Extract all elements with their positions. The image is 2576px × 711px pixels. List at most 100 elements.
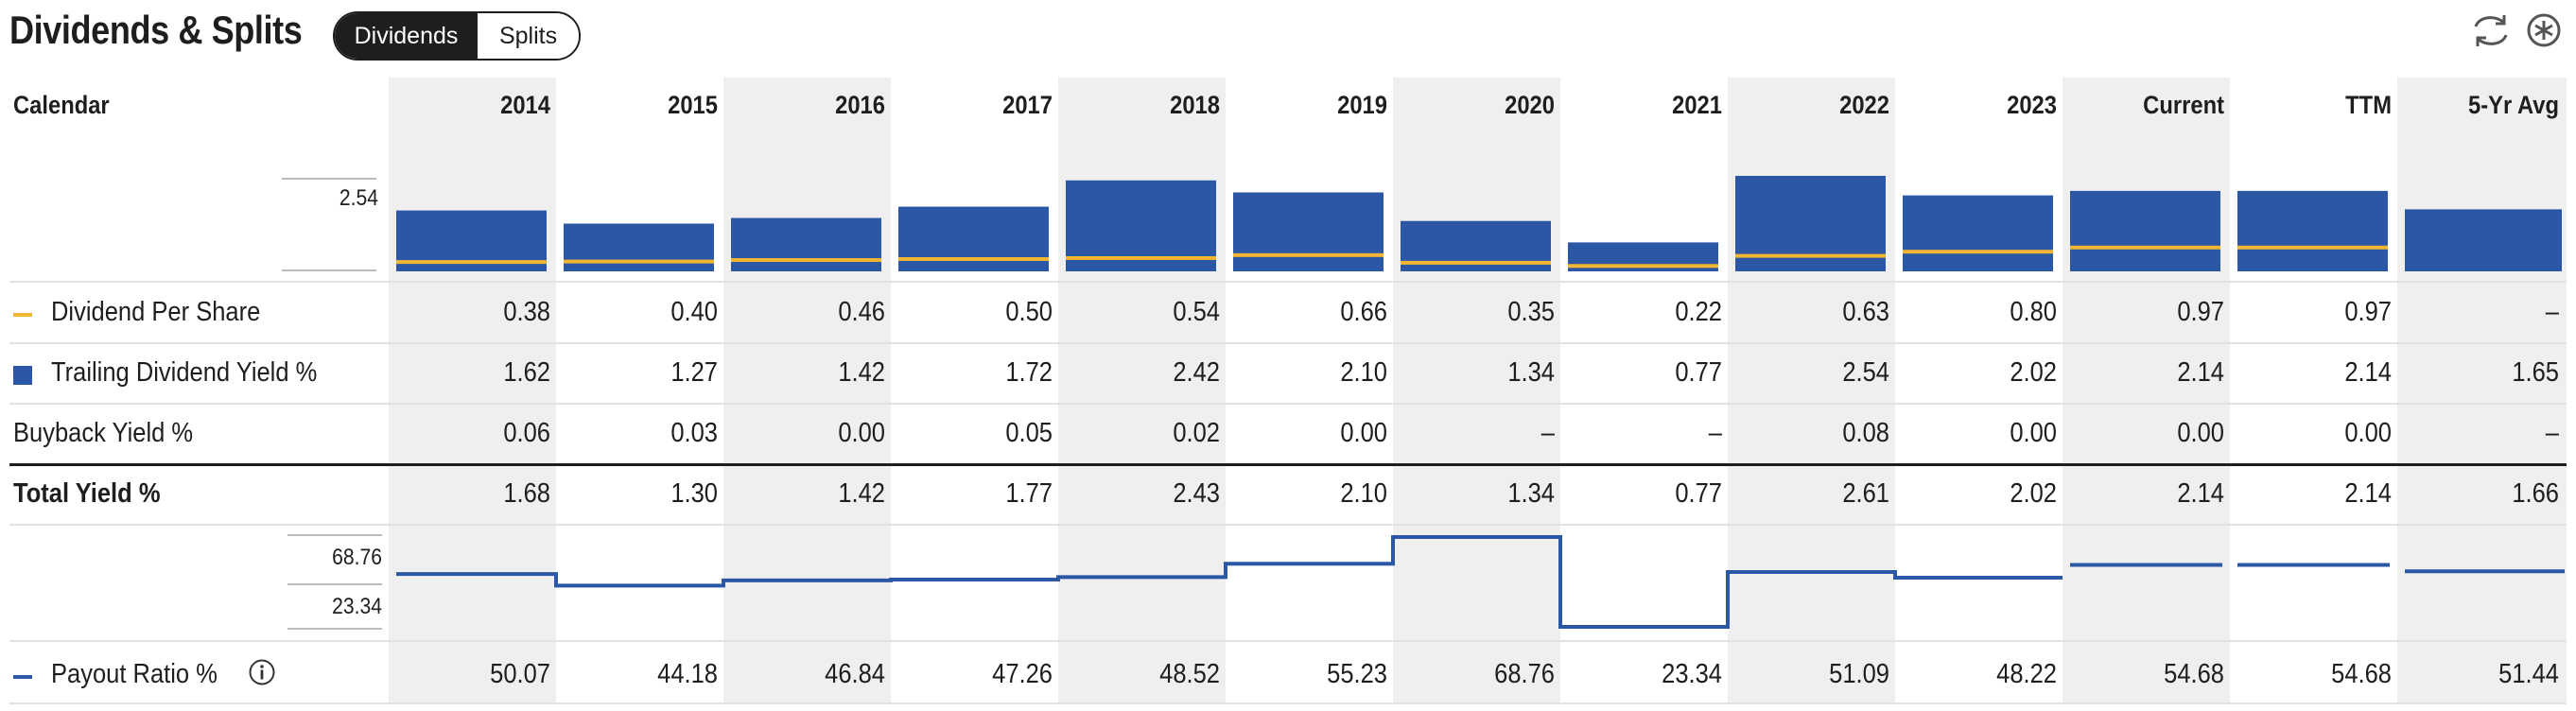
- table-cell: 2.42: [1173, 357, 1220, 388]
- table-cell: –: [2545, 297, 2559, 327]
- yield-bars: [396, 176, 2562, 271]
- table-cell: 0.35: [1507, 297, 1555, 327]
- table-cell: 0.00: [2010, 418, 2057, 448]
- dps-mark: [2070, 245, 2220, 250]
- bar-axis-bottom-tick: [282, 269, 376, 271]
- dps-mark: [1401, 260, 1551, 265]
- table-cell: 0.77: [1675, 478, 1722, 509]
- yield-bar: [2237, 190, 2388, 271]
- column-header: 2020: [1505, 91, 1555, 119]
- yield-bar: [2070, 190, 2220, 271]
- table-cell: 1.42: [838, 478, 885, 509]
- yield-bar: [564, 223, 714, 271]
- table-cell: 0.40: [670, 297, 718, 327]
- yield-legend-marker: [13, 366, 32, 385]
- dps-legend-marker: [13, 313, 32, 317]
- table-cell: 1.65: [2512, 357, 2559, 388]
- table-cell: 2.02: [2010, 478, 2057, 509]
- row-label-trailing-yield: Trailing Dividend Yield %: [51, 357, 318, 388]
- row-label-total-yield: Total Yield %: [13, 478, 161, 509]
- dps-mark: [564, 259, 714, 264]
- dps-mark: [1233, 252, 1384, 257]
- table-cell: 1.30: [670, 478, 718, 509]
- table-cell: 0.63: [1842, 297, 1889, 327]
- column-header: Current: [2143, 91, 2224, 119]
- table-cell: –: [2545, 418, 2559, 448]
- payout-step-line: [396, 535, 2063, 629]
- table-cell: 0.00: [2177, 418, 2224, 448]
- row-divider: [9, 702, 2567, 704]
- table-cell: 2.43: [1173, 478, 1220, 509]
- table-cell: 0.46: [838, 297, 885, 327]
- table-cell: 0.05: [1005, 418, 1053, 448]
- shaded-column: [2063, 78, 2230, 703]
- line-axis-max-label: 68.76: [332, 545, 382, 570]
- table-cell: 2.02: [2010, 357, 2057, 388]
- line-axis-bottom-tick: [287, 628, 382, 630]
- tab-dividends[interactable]: Dividends: [335, 13, 478, 59]
- dps-mark: [1066, 255, 1216, 260]
- tab-splits[interactable]: Splits: [478, 13, 579, 59]
- settings-icon[interactable]: [2523, 9, 2565, 51]
- bar-axis-top-tick: [282, 178, 376, 180]
- dps-mark: [1568, 264, 1718, 269]
- table-cell: –: [1708, 418, 1722, 448]
- yield-bar: [1903, 195, 2053, 271]
- table-cell: 2.14: [2177, 357, 2224, 388]
- table-cell: 1.62: [503, 357, 550, 388]
- column-header: 2016: [835, 91, 885, 119]
- table-cell: 2.14: [2344, 357, 2392, 388]
- refresh-icon[interactable]: [2470, 9, 2512, 51]
- row-divider: [9, 281, 2567, 283]
- row-label-payout-ratio: Payout Ratio %: [51, 659, 218, 689]
- column-header: 2021: [1672, 91, 1722, 119]
- yield-bar: [731, 217, 881, 271]
- table-cell: 46.84: [825, 659, 885, 689]
- table-cell: 0.77: [1675, 357, 1722, 388]
- row-label-dividend-per-share: Dividend Per Share: [51, 297, 261, 327]
- table-cell: 2.14: [2344, 478, 2392, 509]
- table-cell: 2.14: [2177, 478, 2224, 509]
- column-header: 5-Yr Avg: [2468, 91, 2559, 119]
- row-divider: [9, 524, 2567, 526]
- info-icon[interactable]: [248, 658, 276, 686]
- dps-mark: [2237, 245, 2388, 250]
- table-cell: 55.23: [1327, 659, 1387, 689]
- table-cell: 0.54: [1173, 297, 1220, 327]
- table-cell: 2.10: [1340, 478, 1387, 509]
- column-header: 2023: [2007, 91, 2057, 119]
- dps-mark: [1735, 253, 1886, 258]
- dps-mark: [731, 258, 881, 263]
- column-header: 2019: [1337, 91, 1387, 119]
- table-cell: 48.22: [1996, 659, 2057, 689]
- table-cell: 44.18: [657, 659, 718, 689]
- column-header: 2022: [1839, 91, 1889, 119]
- table-cell: 0.02: [1173, 418, 1220, 448]
- line-axis-mid-tick: [287, 583, 382, 585]
- total-divider: [9, 463, 2567, 466]
- row-label-buyback-yield: Buyback Yield %: [13, 418, 194, 448]
- table-cell: 0.80: [2010, 297, 2057, 327]
- table-cell: 0.00: [2344, 418, 2392, 448]
- line-axis-min-label: 23.34: [332, 594, 382, 619]
- column-header: 2014: [500, 91, 550, 119]
- row-divider: [9, 403, 2567, 405]
- table-cell: 0.50: [1005, 297, 1053, 327]
- table-cell: 0.06: [503, 418, 550, 448]
- dps-marks: [396, 245, 2388, 269]
- dps-mark: [1903, 250, 2053, 254]
- shaded-column: [1393, 78, 1560, 703]
- table-cell: 1.42: [838, 357, 885, 388]
- table-cell: 2.54: [1842, 357, 1889, 388]
- calendar-header: Calendar: [13, 91, 110, 119]
- column-header: 2017: [1002, 91, 1053, 119]
- table-cell: 0.97: [2344, 297, 2392, 327]
- table-cell: 0.08: [1842, 418, 1889, 448]
- table-cell: 1.72: [1005, 357, 1053, 388]
- dps-mark: [396, 260, 547, 265]
- table-cell: 1.34: [1507, 478, 1555, 509]
- table-cell: 1.34: [1507, 357, 1555, 388]
- column-header: 2018: [1170, 91, 1220, 119]
- table-cell: 48.52: [1159, 659, 1220, 689]
- table-cell: 1.66: [2512, 478, 2559, 509]
